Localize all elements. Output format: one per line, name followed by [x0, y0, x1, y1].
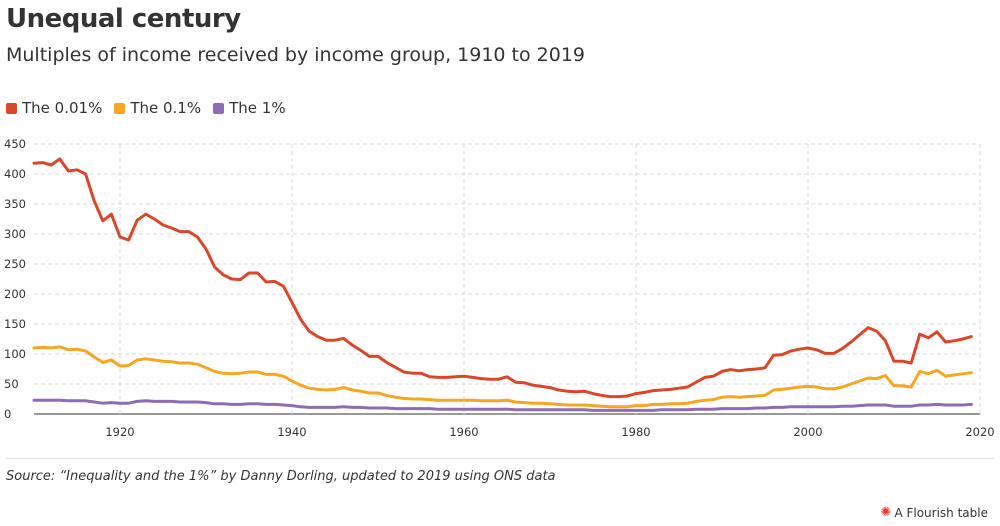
legend-label-001: The 0.01%	[22, 99, 103, 117]
source-note: Source: “Inequality and the 1%” by Danny…	[6, 469, 556, 484]
y-tick-label-150: 150	[4, 317, 26, 331]
chart-subtitle: Multiples of income received by income g…	[6, 44, 586, 66]
y-tick-label-200: 200	[4, 287, 26, 301]
y-tick-label-300: 300	[4, 227, 26, 241]
chart-lines	[32, 157, 973, 412]
y-tick-label-450: 450	[4, 137, 26, 151]
chart-grid	[34, 143, 981, 415]
y-axis: 0 50 100 150 200 250 300 350 400 450	[4, 137, 26, 421]
y-tick-label-400: 400	[4, 167, 26, 181]
chart-title: Unequal century	[6, 4, 241, 34]
x-tick-label-2020: 2020	[965, 425, 994, 439]
legend-item-01[interactable]: The 0.1%	[114, 99, 201, 117]
legend: The 0.01% The 0.1% The 1%	[6, 99, 286, 117]
y-tick-label-250: 250	[4, 257, 26, 271]
x-tick-label-2000: 2000	[793, 425, 822, 439]
series-line-3	[32, 398, 973, 412]
y-tick-label-50: 50	[4, 377, 19, 391]
legend-label-1: The 1%	[229, 99, 286, 117]
legend-item-001[interactable]: The 0.01%	[6, 99, 102, 117]
y-tick-label-350: 350	[4, 197, 26, 211]
line-chart: 0 50 100 150 200 250 300 350 400 450 1920 1940 1960…	[4, 137, 995, 439]
y-tick-label-0: 0	[4, 407, 11, 421]
x-axis: 1920 1940 1960 1980 2000 2020	[105, 425, 994, 439]
legend-label-01: The 0.1%	[130, 99, 202, 117]
series-line-1	[32, 157, 973, 399]
credit-label: A Flourish table	[894, 505, 988, 520]
legend-swatch-1	[213, 102, 225, 114]
legend-swatch-01	[114, 102, 126, 114]
x-tick-label-1940: 1940	[277, 425, 306, 439]
series-line-2	[32, 345, 973, 409]
legend-item-1[interactable]: The 1%	[213, 99, 286, 117]
x-tick-label-1960: 1960	[449, 425, 478, 439]
x-tick-label-1920: 1920	[105, 425, 134, 439]
footer-divider	[6, 458, 994, 459]
y-tick-label-100: 100	[4, 347, 26, 361]
flourish-logo-icon: ✺	[880, 505, 892, 520]
flourish-credit[interactable]: ✺ A Flourish table	[881, 505, 988, 520]
x-tick-label-1980: 1980	[621, 425, 650, 439]
legend-swatch-001	[6, 102, 17, 114]
